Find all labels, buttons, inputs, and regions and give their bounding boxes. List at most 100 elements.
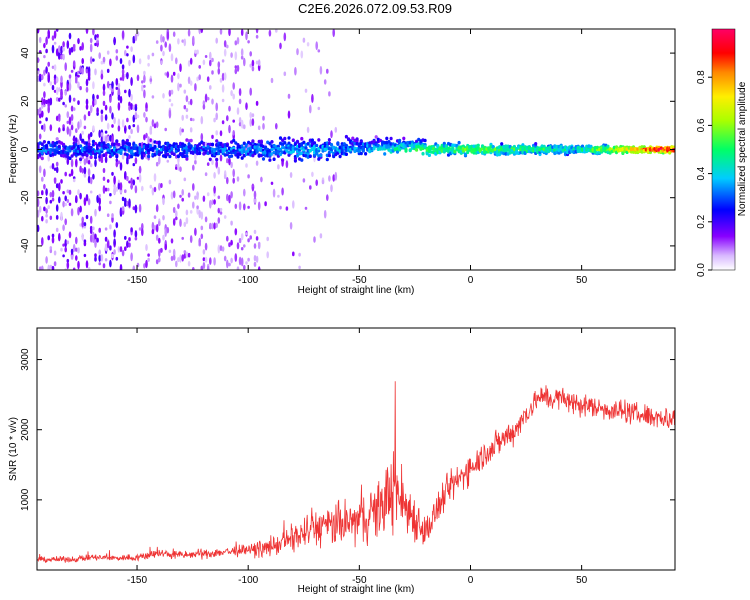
spectrogram-cell — [132, 141, 136, 146]
spectrogram-cell — [202, 142, 206, 146]
spectrogram-cell — [187, 192, 191, 198]
spectrogram-cell — [83, 222, 87, 227]
spectrogram-cell — [68, 82, 72, 91]
spectrogram-cell — [164, 127, 167, 132]
spectrogram-cell — [79, 157, 83, 162]
spectrogram-cell — [41, 97, 44, 106]
spectrogram-cell — [108, 145, 112, 149]
snr-y-tick-label: 2000 — [20, 418, 31, 441]
spectrogram-cell — [141, 84, 144, 92]
spectrogram-cell — [77, 100, 80, 105]
spectrogram-cell — [153, 215, 157, 220]
spectrogram-cell — [423, 138, 427, 143]
spectrogram-cell — [198, 151, 202, 156]
spectrogram-cell — [278, 147, 283, 152]
spectrogram-cell — [295, 139, 300, 144]
spectrogram-cell — [421, 151, 425, 156]
spectrogram-cell — [453, 149, 457, 154]
spectrogram-cell — [162, 36, 165, 43]
snr-x-tick-label: -150 — [127, 575, 147, 586]
spectrogram-cell — [327, 153, 331, 158]
spectrogram-cell — [109, 193, 112, 197]
spectrogram-cell — [119, 77, 123, 81]
spectrogram-cell — [85, 86, 89, 93]
spectrogram-cell — [221, 59, 225, 63]
spectrogram-cell — [66, 240, 70, 245]
spectrogram-cell — [240, 144, 244, 148]
spectrogram-cell — [204, 256, 208, 263]
spectrogram-cell — [53, 64, 57, 71]
spectrogram-cell — [272, 157, 276, 161]
spectrogram-cell — [336, 141, 340, 145]
spectrogram-cell — [249, 87, 252, 96]
spectrogram-cell — [300, 50, 304, 59]
spectrogram-cell — [158, 248, 161, 258]
spectrogram-cell — [43, 69, 46, 76]
spectrogram-cell — [51, 233, 55, 238]
spectrogram-cell — [264, 145, 268, 150]
spectrogram-cell — [126, 156, 129, 165]
spectrogram-cell — [226, 115, 229, 122]
spectrogram-cell — [181, 236, 184, 240]
spectrogram-cell — [53, 41, 57, 45]
spectrogram-cell — [198, 29, 201, 35]
spectrogram-cell — [141, 228, 144, 237]
spectrogram-cell — [442, 141, 446, 146]
spectrogram-cell — [275, 123, 278, 130]
spectrogram-cell — [47, 205, 50, 210]
spectrogram-cell — [104, 243, 108, 252]
spectrogram-cell — [668, 151, 672, 155]
spectrogram-cell — [251, 139, 255, 143]
spectrogram-cell — [64, 195, 67, 202]
spectrogram-cell — [202, 59, 206, 66]
spectrogram-cell — [287, 136, 291, 140]
spectrogram-cell — [43, 42, 46, 49]
spectrogram-cell — [370, 146, 374, 151]
spectrogram-cell — [512, 144, 517, 149]
spectrogram-cell — [234, 51, 238, 61]
spectrogram-cell — [542, 144, 546, 149]
spectrogram-cell — [70, 254, 74, 260]
spectrogram-cell — [64, 62, 67, 72]
spectrogram-cell — [43, 55, 46, 59]
spectrogram-cell — [323, 209, 327, 219]
spectrogram-cell — [113, 186, 116, 195]
spectrogram-cell — [311, 93, 314, 103]
spectrogram-cell — [43, 183, 46, 190]
spectrogram-cell — [170, 103, 174, 107]
spectrogram-cell — [534, 142, 538, 146]
spectrogram-cell — [96, 40, 99, 44]
spectrogram-cell — [134, 33, 138, 42]
spectrogram-cell — [128, 242, 131, 248]
spectrogram-cell — [374, 135, 378, 139]
spectrogram-cell — [87, 133, 91, 140]
spectrogram-cell — [240, 247, 244, 251]
spectrogram-cell — [291, 138, 295, 142]
spectrogram-cell — [243, 57, 246, 67]
spectrogram-cell — [219, 245, 223, 252]
spectrogram-cell — [202, 262, 206, 270]
spectrogram-cell — [79, 192, 82, 200]
spectrogram-cell — [155, 259, 159, 265]
spectrogram-cell — [200, 233, 204, 240]
spectrogram-cell — [64, 239, 67, 248]
spectrogram-cell — [92, 93, 95, 101]
spectrogram-cell — [245, 163, 248, 168]
spectrogram-cell — [210, 142, 215, 147]
spectrogram-cell — [70, 159, 74, 168]
spectrogram-cell — [249, 112, 252, 119]
spectrogram-cell — [41, 110, 44, 118]
spectrogram-cell — [94, 42, 97, 47]
spectrogram-cell — [228, 242, 231, 248]
spectrogram-cell — [109, 96, 112, 103]
spectrogram-cell — [85, 214, 89, 220]
spectrogram-cell — [143, 70, 146, 76]
spectrogram-cell — [43, 168, 46, 178]
spectrogram-cell — [189, 235, 193, 244]
spectrogram-cell — [128, 154, 131, 160]
spectrogram-cell — [247, 257, 250, 262]
spectrogram-cell — [243, 124, 246, 130]
spectrogram-cell — [160, 34, 163, 43]
spectrogram-cell — [243, 244, 246, 248]
spectrogram-cell — [272, 188, 276, 198]
